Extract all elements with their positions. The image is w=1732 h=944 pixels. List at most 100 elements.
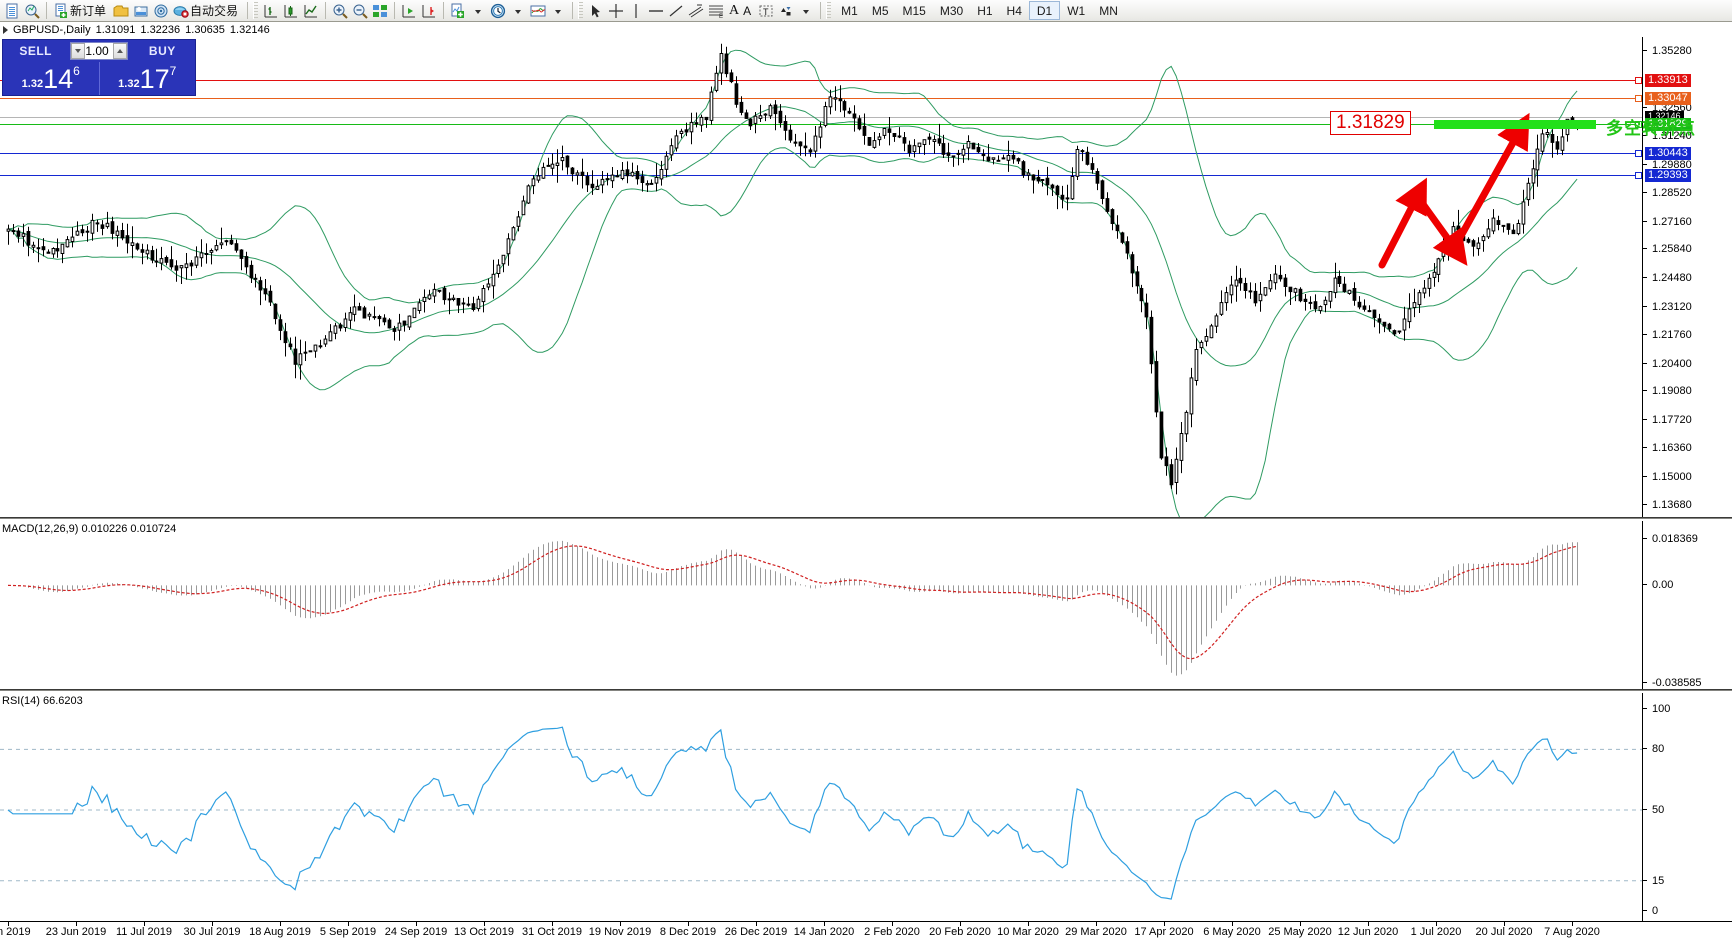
sell-button[interactable]: SELL [19,44,52,58]
volume-decrease-icon[interactable] [71,43,86,59]
toolbar-drag-handle[interactable] [578,2,584,19]
level-handle[interactable] [1635,95,1642,103]
text-label-icon[interactable]: T [756,1,776,21]
equidistant-channel-icon[interactable] [686,1,706,21]
timeframe-m15[interactable]: M15 [902,3,926,18]
crosshair-icon[interactable] [606,1,626,21]
chevron-down-icon[interactable] [548,1,568,21]
rsi-tick: 0 [1642,905,1732,917]
rsi-pane[interactable]: RSI(14) 66.6203 100 80 50 15 0 [0,693,1732,921]
fibonacci-icon[interactable]: E [706,1,726,21]
price-level-line[interactable] [0,171,1642,179]
zoom-in-icon[interactable] [330,1,350,21]
timeframe-h4[interactable]: H4 [1006,3,1022,18]
level-handle[interactable] [1635,120,1642,128]
date-tick [76,922,77,926]
chevron-down-icon[interactable] [796,1,816,21]
chart-shift-icon[interactable] [419,1,439,21]
chinese-annotation-label: 多空转折点 [1606,118,1696,138]
pane-divider-2[interactable] [0,689,1732,692]
level-handle[interactable] [1635,171,1642,179]
buy-quote[interactable]: 1.32 17 7 [98,62,196,95]
price-tag-level: 1.29393 [1645,168,1691,182]
date-label: 7 Aug 2020 [1544,926,1600,938]
timeframe-mn[interactable]: MN [1099,3,1118,18]
bar-chart-icon[interactable] [261,1,281,21]
cursor-icon[interactable] [586,1,606,21]
macd-plot-area[interactable] [0,521,1642,691]
date-label: 14 Jan 2020 [793,926,855,938]
rsi-tick: 100 [1642,703,1732,715]
rsi-axis: 100 80 50 15 0 [1642,693,1732,921]
price-chart-pane[interactable]: 1.35280 1.32560 1.31240 1.29880 1.28520 1.271… [0,37,1732,519]
auto-scroll-icon[interactable] [399,1,419,21]
volume-value[interactable]: 1.00 [85,44,109,58]
volume-increase-icon[interactable] [112,43,127,59]
level-handle[interactable] [1635,149,1642,157]
document-icon[interactable] [2,1,22,21]
templates-icon[interactable] [528,1,548,21]
autotrade-icon[interactable]: 自动交易 [171,1,243,21]
oct-quotes-row: 1.32 14 6 1.32 17 7 [3,62,195,95]
date-label: 25 May 2020 [1268,926,1332,938]
shapes-icon[interactable] [776,1,796,21]
price-level-line[interactable] [0,149,1642,157]
period-clock-icon[interactable] [488,1,508,21]
main-toolbar[interactable]: 新订单 自动交易 E A A T M1 M5 M15 M30 H1 H4 D1 W1 MN [0,0,1732,22]
zoom-out-icon[interactable] [350,1,370,21]
toolbar-drag-handle[interactable] [253,2,259,19]
date-label: 10 Mar 2020 [997,926,1059,938]
terminal-icon[interactable] [131,1,151,21]
toolbar-separator [443,2,445,19]
date-tick [1164,922,1165,926]
new-order-icon[interactable]: 新订单 [51,1,111,21]
chevron-down-icon[interactable] [468,1,488,21]
date-tick [1232,922,1233,926]
toolbar-separator [820,2,822,19]
signal-icon[interactable] [151,1,171,21]
date-tick [552,922,553,926]
date-label: 13 Oct 2019 [454,926,514,938]
timeframe-m5[interactable]: M5 [871,3,889,18]
horizontal-line-icon[interactable] [646,1,666,21]
date-tick [1368,922,1369,926]
price-axis[interactable]: 1.35280 1.32560 1.31240 1.29880 1.28520 1.271… [1642,37,1732,519]
rsi-plot-area[interactable] [0,693,1642,921]
price-tag-level: 1.33913 [1645,73,1691,87]
timeframe-m1[interactable]: M1 [841,3,858,18]
tile-windows-icon[interactable] [370,1,390,21]
timeframe-d1[interactable]: D1 [1028,1,1061,20]
add-indicator-icon[interactable] [448,1,468,21]
chart-menu-icon[interactable] [3,26,8,34]
sell-quote[interactable]: 1.32 14 6 [3,62,99,95]
price-level-line[interactable] [0,76,1642,84]
buy-button[interactable]: BUY [148,44,176,58]
timeframe-w1[interactable]: W1 [1067,3,1086,18]
buy-price-sup: 7 [169,64,177,78]
date-axis[interactable]: Jun 2019 23 Jun 2019 11 Jul 2019 30 Jul 201… [0,921,1732,944]
pane-divider-1[interactable] [0,517,1732,520]
macd-pane[interactable]: MACD(12,26,9) 0.010226 0.010724 0.018369… [0,521,1732,691]
buy-price-prefix: 1.32 [118,78,140,90]
level-handle[interactable] [1635,76,1642,84]
line-chart-icon[interactable] [301,1,321,21]
candlestick-icon[interactable] [281,1,301,21]
vertical-line-icon[interactable] [626,1,646,21]
chevron-down-icon[interactable] [508,1,528,21]
date-tick [416,922,417,926]
toolbar-separator [247,2,249,19]
volume-stepper[interactable]: 1.00 [70,42,128,60]
ohlc-close: 1.32146 [229,24,270,36]
trendline-icon[interactable] [666,1,686,21]
one-click-trading-panel[interactable]: SELL 1.00 BUY 1.32 14 6 1.32 17 7 [2,39,196,96]
rsi-tick: 80 [1642,743,1732,755]
search-chart-icon[interactable] [22,1,42,21]
timeframe-m30[interactable]: M30 [939,3,964,18]
toolbar-drag-handle[interactable] [826,2,832,19]
date-tick [960,922,961,926]
price-level-line[interactable] [0,95,1642,103]
timeframe-h1[interactable]: H1 [977,3,993,18]
folder-icon[interactable] [111,1,131,21]
price-plot-area[interactable] [0,37,1642,519]
